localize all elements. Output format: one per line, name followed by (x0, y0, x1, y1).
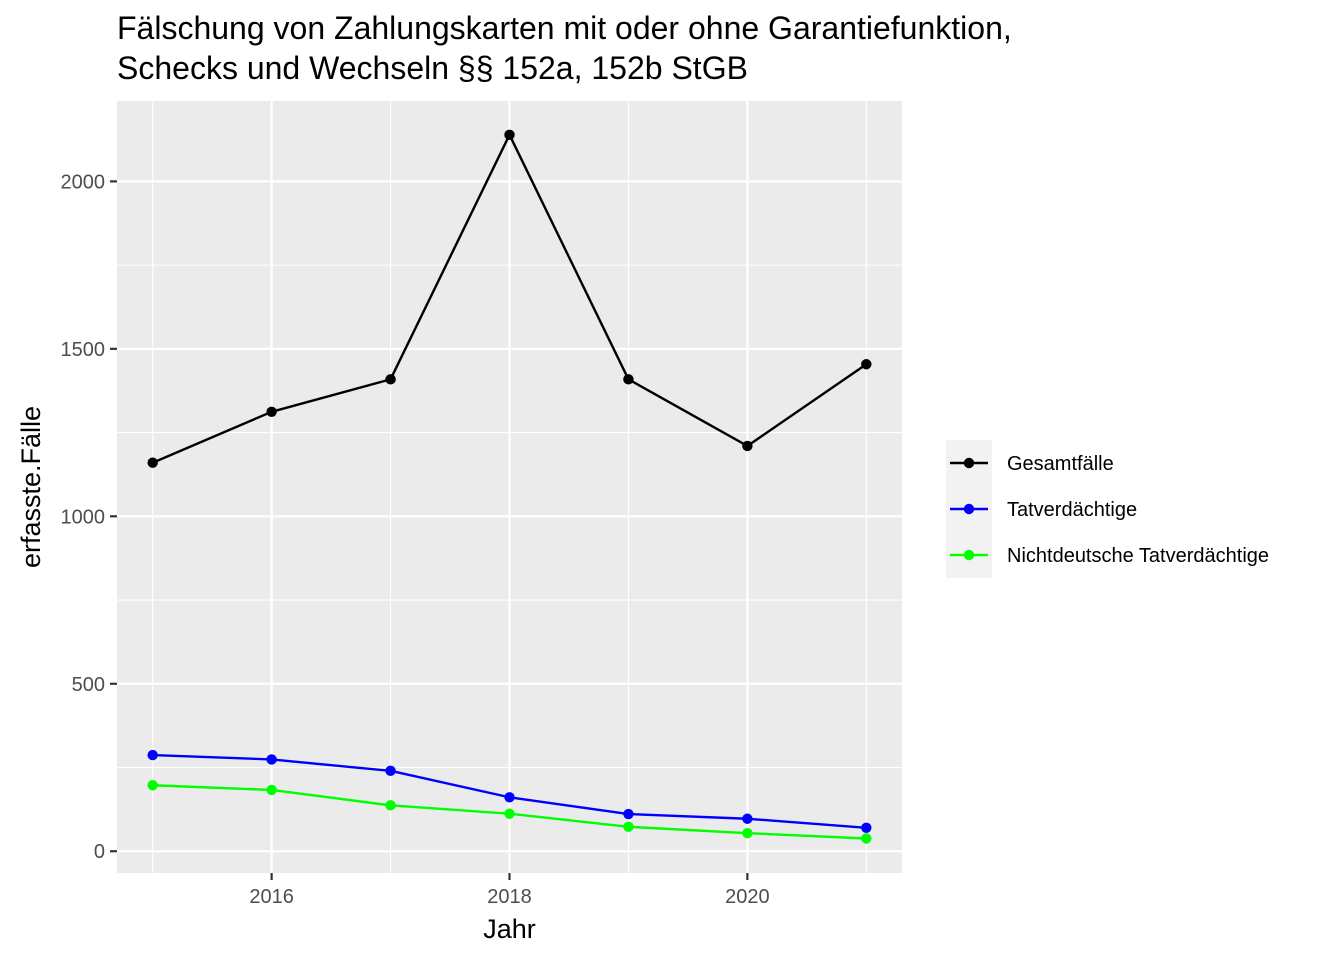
y-axis: 0 500 1000 1500 2000 (61, 171, 117, 863)
series-point-1 (266, 754, 277, 765)
chart-title-line-1: Fälschung von Zahlungskarten mit oder oh… (117, 10, 1012, 46)
series-point-0 (385, 374, 396, 385)
series-point-0 (504, 129, 515, 141)
y-tick-label: 2000 (61, 171, 106, 193)
y-tick-label: 1500 (61, 339, 106, 361)
series-point-2 (742, 827, 753, 839)
series-point-0 (147, 457, 158, 468)
legend: Gesamtfälle Tatverdächtige Nichtdeutsche T… (946, 440, 1269, 578)
series-point-0 (742, 440, 753, 452)
x-axis-title: Jahr (483, 914, 536, 944)
series-point-2 (504, 808, 515, 819)
legend-key-point (963, 549, 975, 561)
series-point-1 (147, 749, 158, 761)
y-axis-title: erfasste.Fälle (16, 406, 46, 568)
y-tick-label: 500 (72, 674, 105, 696)
y-tick-label: 1000 (61, 506, 106, 528)
series-point-2 (147, 780, 158, 791)
series-point-2 (861, 833, 872, 844)
chart-title-line-2: Schecks und Wechseln §§ 152a, 152b StGB (117, 50, 748, 86)
y-tick-label: 0 (94, 841, 105, 863)
series-layer (147, 129, 872, 844)
x-tick-label: 2018 (487, 886, 532, 908)
series-point-1 (504, 792, 515, 803)
series-point-0 (623, 374, 634, 385)
grid-major (117, 101, 902, 873)
x-tick-label: 2020 (725, 886, 770, 908)
series-point-0 (266, 406, 277, 418)
legend-key-point (963, 503, 975, 515)
series-point-1 (861, 822, 872, 833)
legend-label: Tatverdächtige (1007, 499, 1137, 521)
series-point-2 (266, 784, 277, 796)
series-point-0 (861, 359, 872, 370)
legend-label: Nichtdeutsche Tatverdächtige (1007, 545, 1269, 567)
series-point-1 (742, 813, 753, 824)
series-point-2 (385, 800, 396, 811)
series-point-1 (623, 808, 634, 820)
legend-key-point (963, 457, 975, 469)
legend-label: Gesamtfälle (1007, 453, 1114, 475)
x-tick-label: 2016 (249, 886, 294, 908)
series-point-1 (385, 765, 396, 777)
series-point-2 (623, 821, 634, 832)
x-axis: 2016 2018 2020 (249, 873, 770, 908)
